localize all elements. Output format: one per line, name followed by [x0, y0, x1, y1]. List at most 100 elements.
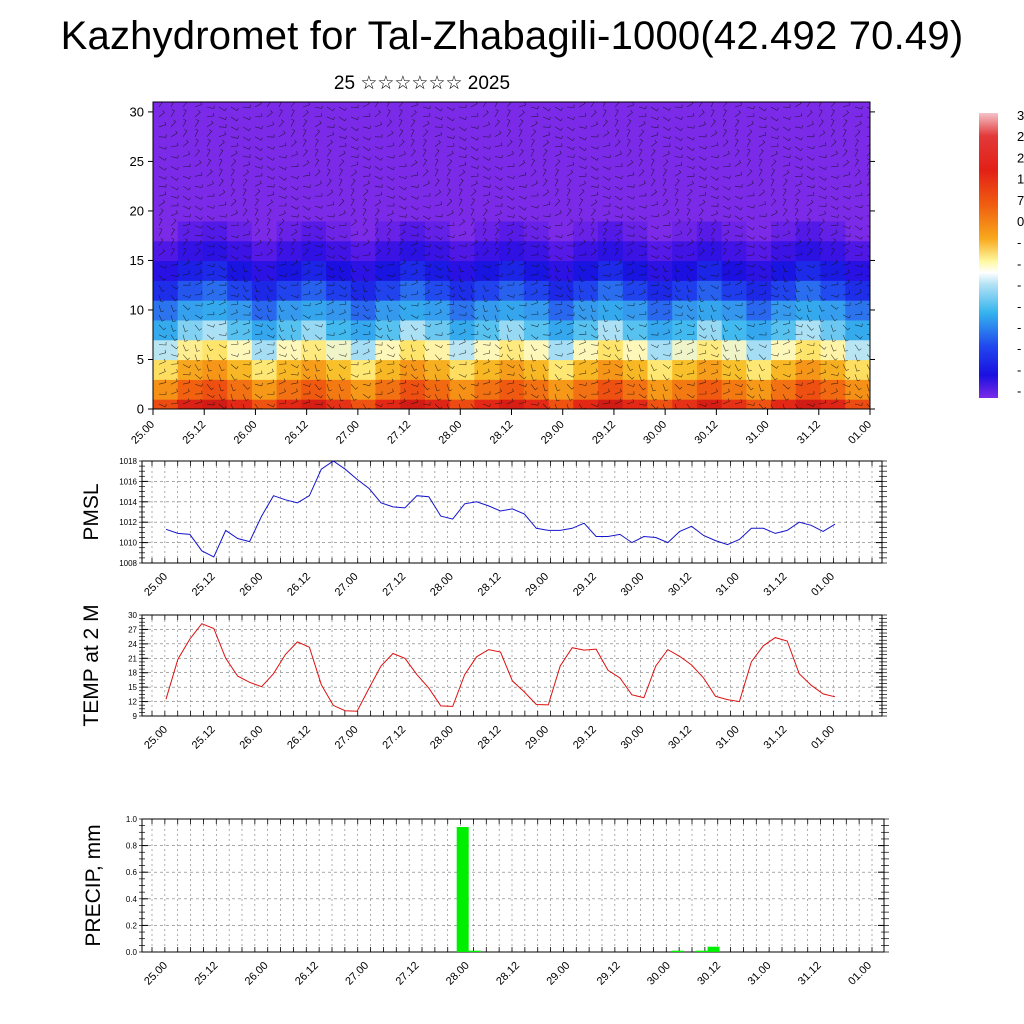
wind-barb — [722, 163, 731, 167]
heatmap-cell — [647, 240, 673, 262]
wind-barb — [410, 240, 418, 246]
wind-barb — [830, 259, 838, 266]
wind-barb — [686, 382, 695, 386]
heatmap-cell — [474, 379, 500, 400]
wind-barb — [542, 354, 551, 361]
wind-barb — [854, 106, 863, 110]
heatmap-cell — [350, 121, 377, 143]
wind-barb — [254, 393, 263, 399]
heatmap-cell — [573, 319, 599, 341]
wind-barb — [506, 354, 514, 361]
wind-barb — [698, 368, 706, 375]
wind-barb — [278, 247, 283, 256]
wind-barb — [806, 275, 815, 281]
heatmap-cell — [721, 102, 747, 123]
wind-barb — [674, 403, 677, 409]
wind-barb — [590, 248, 597, 256]
heatmap-cell — [499, 399, 525, 409]
wind-barb — [422, 334, 431, 340]
heatmap-cell — [251, 379, 278, 400]
wind-barb — [458, 208, 464, 217]
heatmap-cell — [375, 181, 401, 202]
heatmap-cell — [622, 359, 649, 380]
wind-barb — [566, 104, 575, 108]
x-tick-label: 30.00 — [619, 571, 647, 599]
wind-barb — [170, 360, 179, 365]
wind-barb — [578, 102, 586, 108]
x-tick-label: 28.12 — [488, 419, 516, 447]
wind-barb — [770, 284, 779, 290]
wind-barb — [710, 130, 718, 137]
heatmap-cell — [771, 141, 797, 163]
wind-barb — [315, 193, 323, 197]
wind-barb — [806, 121, 814, 128]
wind-barb — [374, 218, 379, 226]
wind-barb — [434, 139, 441, 147]
wind-barb — [662, 384, 669, 392]
wind-barb — [314, 244, 323, 248]
wind-barb — [362, 285, 368, 293]
wind-barb — [362, 304, 370, 312]
wind-barb — [530, 279, 538, 286]
heatmap-cell — [202, 201, 228, 222]
wind-barb — [326, 168, 331, 177]
wind-barb — [338, 374, 346, 381]
wind-barb — [506, 119, 511, 127]
wind-barb — [158, 166, 167, 171]
wind-barb — [506, 304, 515, 310]
wind-barb — [590, 275, 599, 281]
wind-barb — [782, 312, 791, 316]
x-tick-label: 29.00 — [544, 960, 572, 988]
wind-barb — [422, 244, 431, 248]
wind-barb — [830, 247, 835, 256]
wind-barb — [194, 172, 203, 177]
wind-barb — [350, 265, 356, 273]
wind-barb — [482, 166, 491, 171]
wind-barb — [662, 188, 667, 197]
wind-barb — [386, 369, 394, 375]
heatmap-cell — [350, 399, 377, 409]
heatmap-cell — [820, 141, 846, 163]
wind-barb — [194, 109, 201, 118]
colorbar-gradient — [979, 113, 998, 398]
wind-barb — [554, 255, 563, 260]
wind-barb — [302, 364, 310, 371]
wind-barb — [794, 265, 802, 272]
wind-barb — [830, 128, 835, 137]
wind-barb — [290, 205, 299, 210]
wind-barb — [614, 128, 620, 137]
wind-barb — [350, 243, 359, 247]
wind-barb — [542, 309, 550, 316]
wind-barb — [158, 285, 165, 292]
wind-barb — [482, 285, 490, 292]
wind-barb — [758, 393, 765, 401]
wind-barb — [602, 119, 608, 127]
wind-barb — [554, 374, 562, 381]
wind-barb — [326, 255, 335, 259]
wind-barb — [494, 203, 503, 207]
wind-barb — [218, 299, 226, 306]
wind-barb — [506, 379, 515, 385]
wind-barb — [698, 156, 707, 161]
wind-barb — [866, 144, 870, 147]
heatmap-cell — [375, 240, 401, 262]
wind-barb — [518, 383, 527, 387]
wind-barb — [626, 233, 635, 237]
heatmap-cell — [523, 161, 550, 182]
wind-barb — [734, 184, 743, 188]
wind-barb — [578, 370, 587, 375]
wind-barb — [338, 364, 347, 370]
wind-barb — [818, 210, 826, 217]
heatmap-cell — [820, 300, 846, 321]
wind-barb — [410, 399, 419, 405]
wind-barb — [374, 208, 380, 217]
wind-barb — [230, 374, 238, 381]
y-tick-label: 30 — [128, 611, 137, 620]
wind-barb — [830, 109, 835, 118]
wind-barb — [650, 332, 659, 336]
wind-barb — [530, 180, 538, 187]
wind-barb — [758, 384, 764, 392]
wind-barb — [158, 334, 167, 339]
wind-barb — [698, 248, 705, 256]
wind-barb — [482, 295, 488, 303]
